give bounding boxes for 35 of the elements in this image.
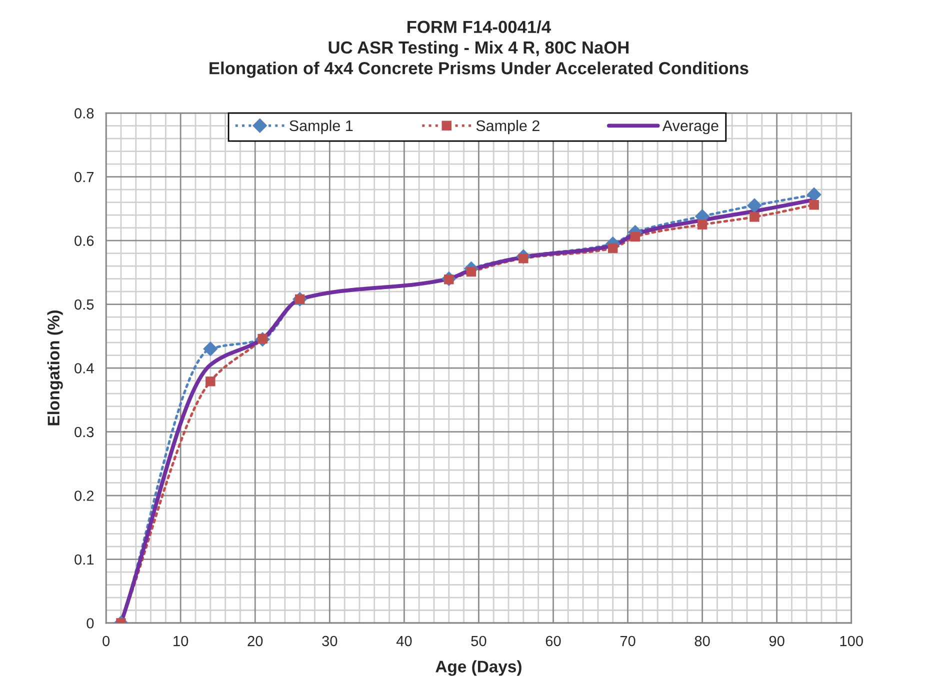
y-tick-label: 0.3 — [74, 426, 94, 438]
x-tick-label: 100 — [840, 636, 863, 646]
point — [206, 376, 216, 386]
x-tick-label: 90 — [769, 636, 784, 646]
legend-label: Sample 2 — [476, 120, 540, 134]
point — [630, 232, 640, 242]
point — [466, 266, 476, 277]
x-tick-label: 60 — [546, 636, 561, 646]
y-axis-title: Elongation (%) — [47, 310, 63, 426]
y-tick-label: 0.4 — [74, 363, 94, 374]
x-tick-label: 80 — [694, 636, 710, 646]
x-axis-title: Age (Days) — [436, 660, 522, 676]
point — [697, 220, 708, 230]
point — [747, 198, 762, 213]
x-tick-label: 0 — [102, 636, 110, 646]
y-tick-label: 0.7 — [74, 172, 94, 182]
x-tick-label: 70 — [620, 636, 636, 646]
point — [750, 212, 760, 222]
point — [809, 200, 819, 210]
point — [203, 342, 218, 356]
x-tick-label: 40 — [396, 636, 412, 646]
y-tick-label: 0.5 — [74, 299, 94, 310]
y-tick-label: 0.1 — [74, 554, 94, 565]
chart-title: FORM F14-0041/4 UC ASR Testing - Mix 4 R, 80C NaOH Elongation of 4x4 Concrete Prisms Under Accelerated Conditions — [210, 20, 748, 78]
y-tick-label: 0.2 — [74, 490, 94, 501]
x-tick-label: 20 — [248, 636, 263, 646]
y-tick-label: 0 — [86, 618, 94, 628]
x-tick-label: 50 — [471, 636, 486, 646]
legend-label: Sample 1 — [290, 120, 353, 134]
point — [608, 243, 618, 254]
legend-label: Average — [662, 120, 718, 134]
y-tick-label: 0.6 — [74, 236, 94, 246]
x-tick-label: 30 — [322, 636, 338, 646]
x-tick-label: 10 — [174, 636, 188, 646]
y-tick-label: 0.8 — [74, 108, 94, 118]
